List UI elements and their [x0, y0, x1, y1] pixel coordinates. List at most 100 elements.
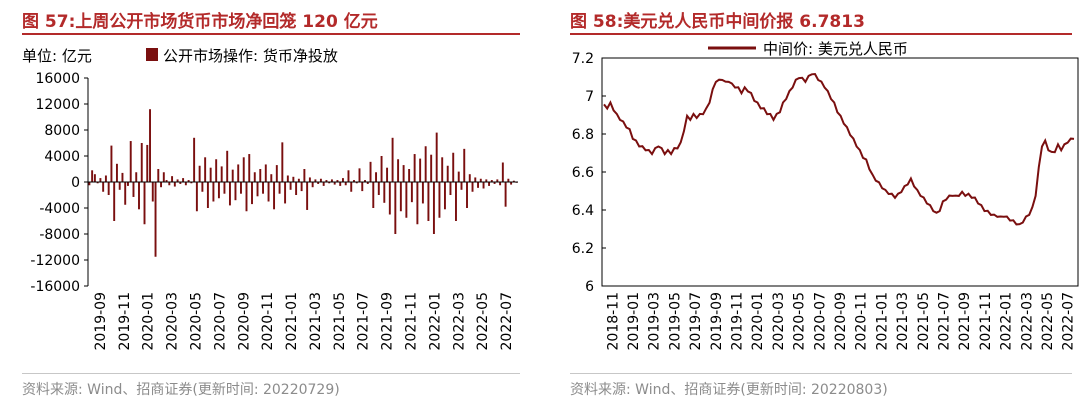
left-bar — [424, 146, 427, 182]
left-bar — [468, 174, 471, 182]
left-bar — [364, 180, 366, 182]
left-bar — [432, 182, 435, 234]
left-y-axis: -16000 -12000 -8000 -4000 0 4000 8000 12000 1600… — [30, 71, 89, 295]
right-chart-panel: 图 58:美元兑人民币中间价报 6.7813 中间价: 美元兑人民币 6 6.2 6… — [548, 0, 1080, 408]
left-bar — [419, 158, 422, 182]
left-bar — [182, 178, 185, 182]
right-x-tick-label: 2020-01 — [750, 292, 766, 351]
left-x-tick-label: 2020-05 — [189, 292, 205, 351]
right-x-tick-label: 2021-03 — [895, 292, 911, 351]
left-bar — [253, 172, 256, 182]
right-x-tick-label: 2021-07 — [936, 292, 952, 351]
left-bar — [179, 182, 182, 184]
left-bar — [482, 182, 485, 189]
right-x-tick-label: 2021-11 — [978, 292, 994, 351]
left-bar — [173, 182, 176, 187]
left-bar — [421, 182, 424, 204]
right-y-tick-label: 6 — [585, 279, 594, 295]
left-bar — [355, 182, 358, 184]
left-bar — [471, 182, 474, 192]
right-x-tick-label: 2019-07 — [688, 292, 704, 351]
right-y-tick-label: 7.2 — [572, 51, 594, 67]
left-chart-title: 图 57:上周公开市场货币市场净回笼 120 亿元 — [22, 12, 378, 32]
left-bar — [408, 169, 411, 182]
left-bar — [184, 182, 187, 186]
left-x-tick-label: 2021-03 — [308, 292, 324, 351]
left-x-tick-label: 2019-11 — [117, 292, 133, 351]
left-bar — [339, 182, 342, 186]
left-bar — [388, 182, 391, 215]
right-x-tick-label: 2018-11 — [605, 292, 621, 351]
left-bar — [485, 179, 488, 182]
right-x-tick-label: 2021-01 — [874, 292, 890, 351]
left-bar — [223, 182, 226, 194]
left-bar — [427, 182, 430, 221]
left-bar — [375, 172, 378, 182]
left-bar — [410, 182, 413, 203]
left-bar — [474, 177, 477, 182]
left-y-tick-label: -8000 — [39, 227, 80, 243]
left-bar — [195, 182, 198, 212]
right-x-tick-label: 2019-05 — [667, 292, 683, 351]
left-bar — [93, 174, 96, 182]
left-bar — [212, 182, 215, 202]
right-x-axis: 2018-11 2019-01 2019-03 2019-05 2019-07 2019-… — [605, 292, 1076, 351]
usdcny-series-line — [603, 72, 1075, 226]
left-bar — [347, 170, 350, 182]
left-bar — [165, 180, 168, 182]
left-y-tick-label: 16000 — [35, 71, 80, 87]
left-bar — [325, 180, 328, 182]
right-chart-title: 图 58:美元兑人民币中间价报 6.7813 — [570, 12, 865, 32]
left-bar — [446, 165, 449, 182]
left-y-tick-label: 0 — [71, 175, 80, 191]
left-bar — [369, 161, 372, 182]
left-bar — [322, 182, 325, 186]
right-x-tick-label: 2020-03 — [771, 292, 787, 351]
left-x-tick-label: 2022-05 — [475, 292, 491, 351]
left-x-tick-label: 2021-11 — [404, 292, 420, 351]
left-bar — [104, 175, 107, 182]
left-bar — [217, 182, 220, 199]
left-y-tick-label: -16000 — [30, 279, 80, 295]
left-bar — [149, 109, 151, 182]
left-bar — [264, 164, 267, 182]
left-bar — [228, 182, 231, 206]
usdcny-line-chart: 中间价: 美元兑人民币 66.26.46.66.877.2 2018-11 201… — [572, 40, 1079, 351]
left-bar — [361, 182, 364, 192]
left-x-tick-label: 2021-01 — [284, 292, 300, 351]
left-bar — [206, 182, 209, 208]
right-x-tick-label: 2021-05 — [916, 292, 932, 351]
right-x-tick-label: 2020-07 — [812, 292, 828, 351]
left-bar — [333, 182, 336, 185]
left-bar — [328, 182, 331, 184]
left-bar — [273, 182, 276, 210]
left-chart-panel: 图 57:上周公开市场货币市场净回笼 120 亿元 单位: 亿元 公开市场操作:… — [0, 0, 528, 408]
left-bar — [336, 180, 339, 182]
left-bar — [292, 176, 295, 182]
left-bar — [234, 182, 237, 201]
right-x-tick-label: 2022-05 — [1040, 292, 1056, 351]
right-y-tick-label: 6.8 — [572, 127, 594, 143]
left-bar — [240, 182, 242, 194]
left-y-tick-label: 12000 — [35, 97, 80, 113]
left-bar — [226, 150, 229, 182]
left-bar — [281, 142, 284, 182]
left-bar — [317, 182, 320, 184]
left-bar — [99, 178, 102, 182]
left-x-tick-label: 2021-07 — [356, 292, 372, 351]
left-x-tick-label: 2020-11 — [260, 292, 276, 351]
left-bar — [190, 182, 193, 184]
right-x-tick-label: 2019-11 — [730, 292, 746, 351]
left-bar — [314, 179, 317, 182]
left-bar — [342, 178, 344, 182]
left-bar — [259, 169, 262, 182]
left-bar — [430, 154, 433, 182]
right-y-tick-label: 6.6 — [572, 165, 594, 181]
left-bar — [132, 182, 135, 197]
left-bar — [504, 182, 507, 207]
left-bar — [286, 175, 289, 182]
left-bar — [344, 182, 347, 186]
left-bar — [256, 182, 259, 197]
left-bar — [350, 182, 353, 192]
left-bar — [372, 182, 375, 208]
